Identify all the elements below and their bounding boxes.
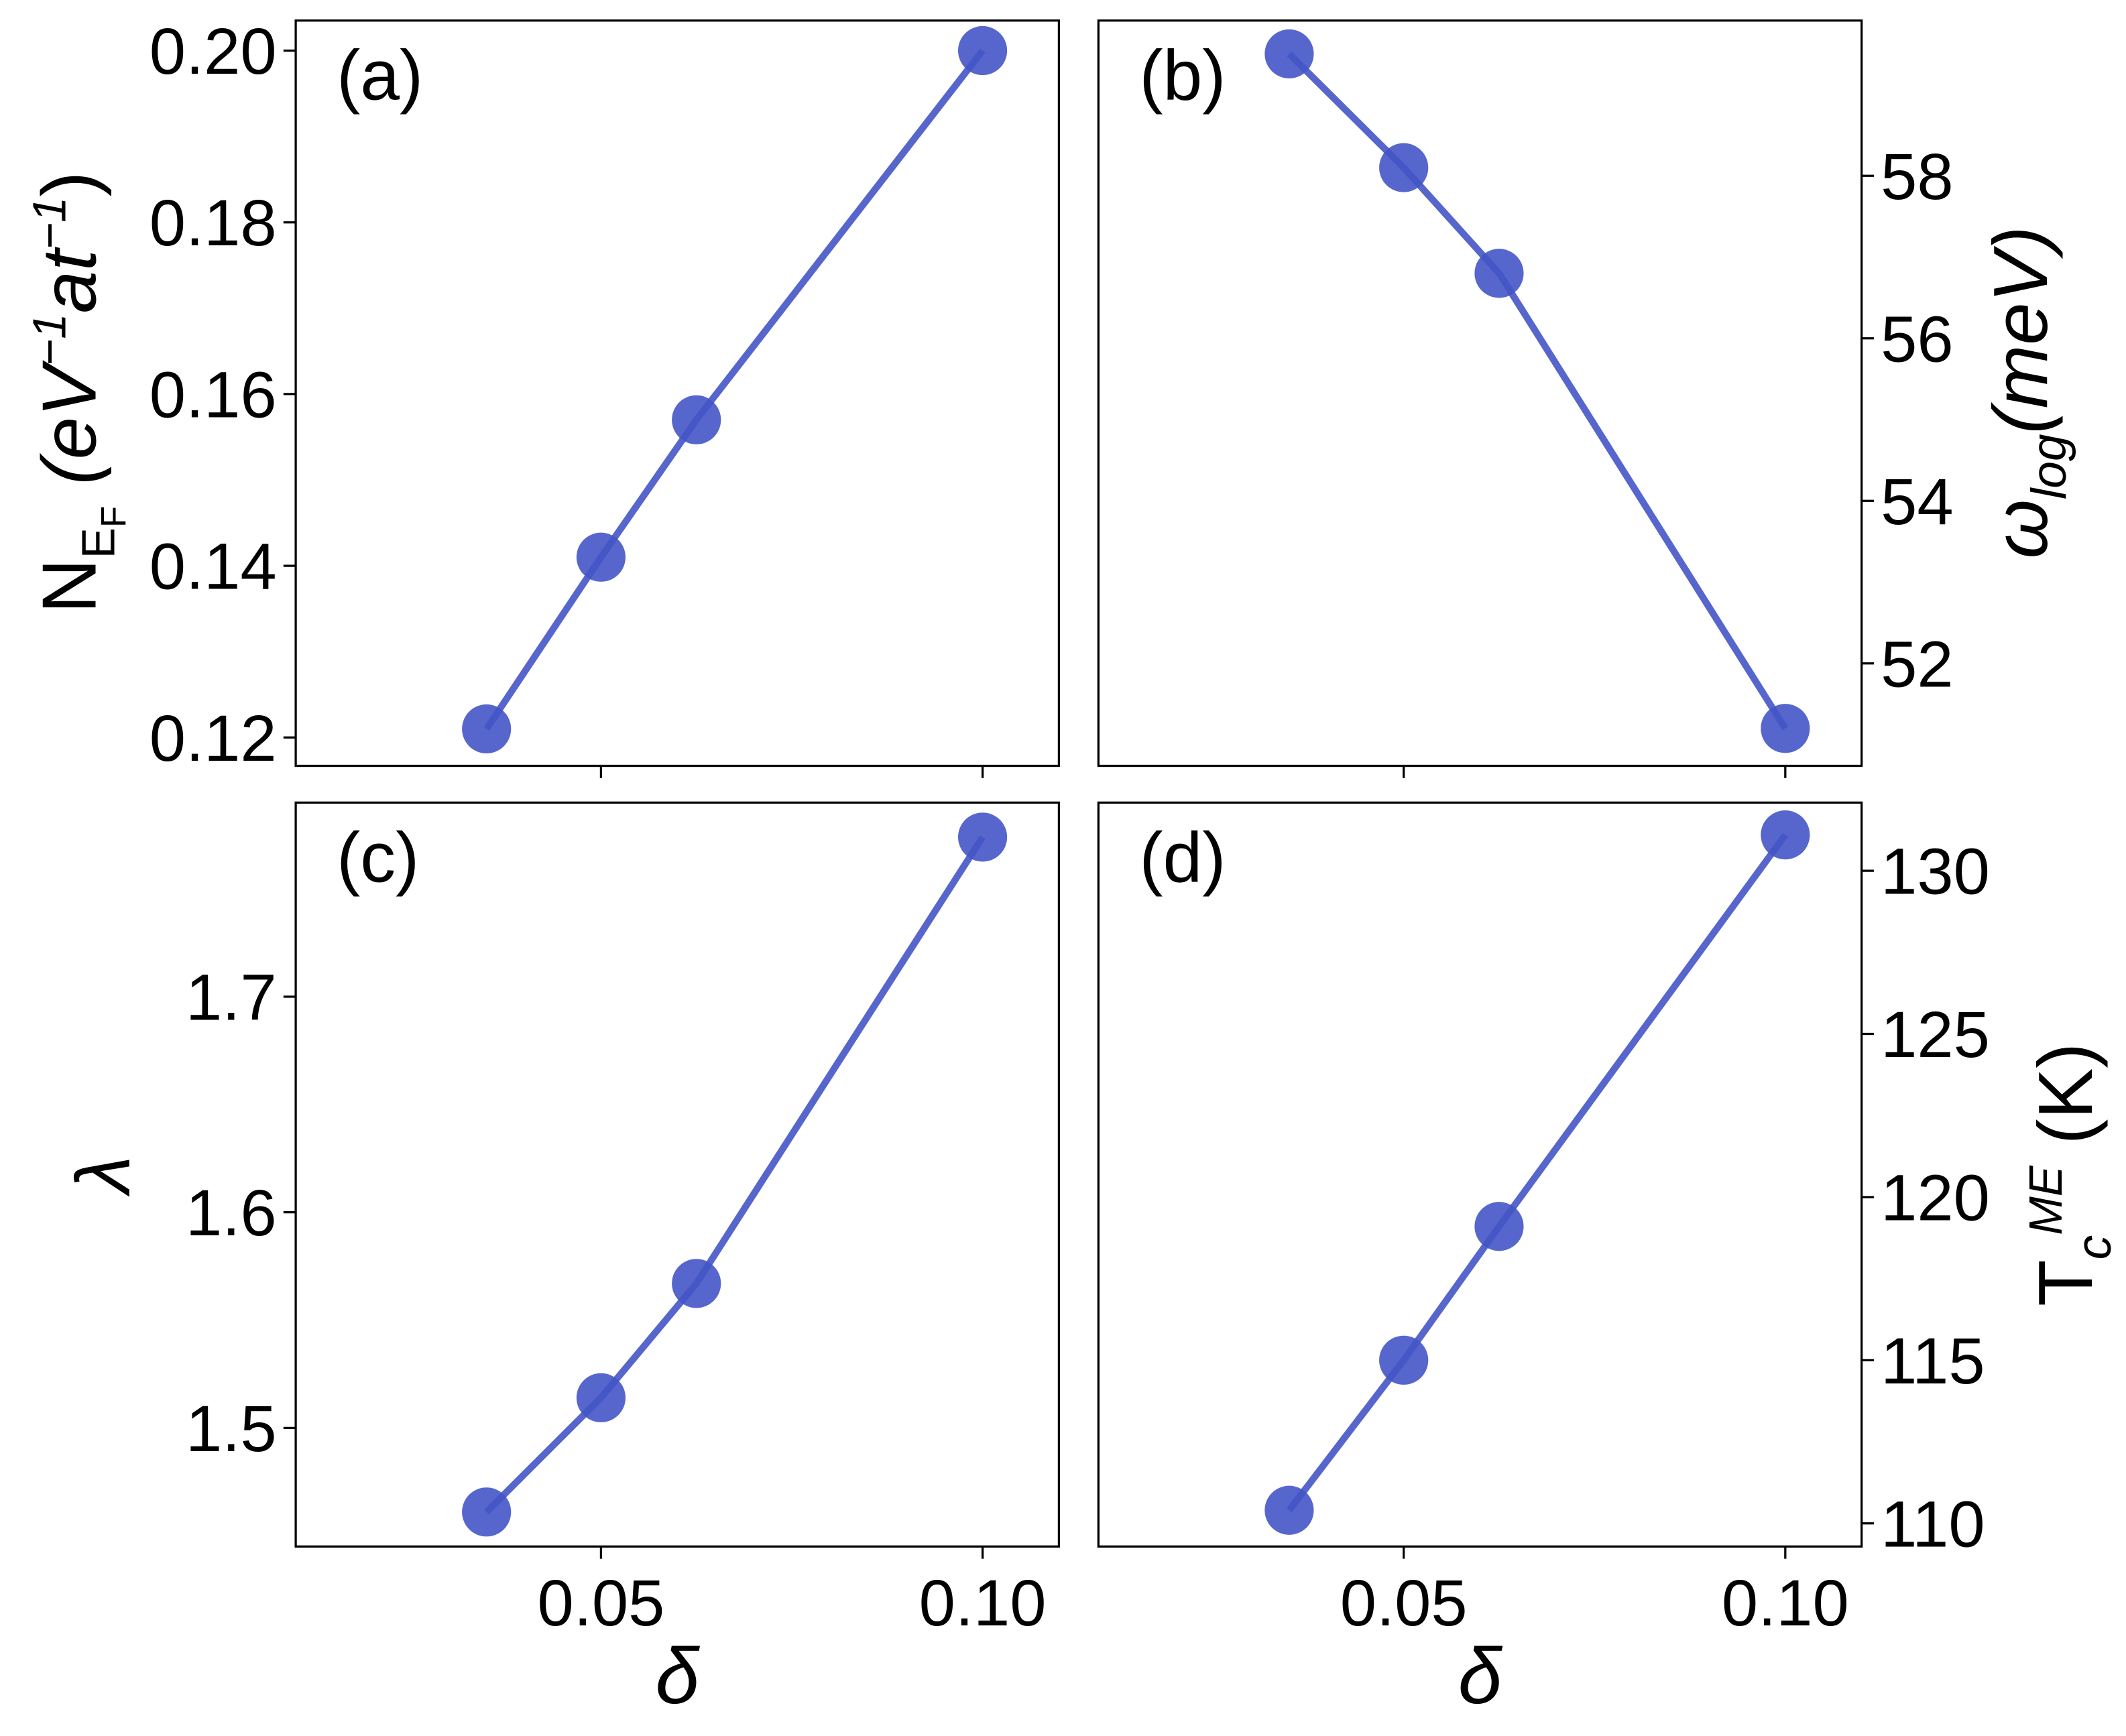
data-point bbox=[957, 812, 1008, 862]
y-tick-label: 1.5 bbox=[186, 1392, 277, 1465]
y-tick-label: 54 bbox=[1881, 465, 1954, 538]
y-label-part: λ bbox=[61, 1156, 146, 1197]
y-label-part: ω bbox=[1979, 499, 2064, 559]
x-tick-label: 0.10 bbox=[1722, 1566, 1849, 1639]
y-axis-label: TcME (K) bbox=[2019, 1043, 2121, 1306]
y-tick-label: 0.16 bbox=[150, 358, 277, 431]
data-point bbox=[1474, 249, 1524, 298]
panel: 0.05 0.10 110 115 120 125 130 (d) δ TcME (K) bbox=[1097, 801, 2122, 1720]
data-point bbox=[1379, 143, 1429, 192]
y-label-part: c bbox=[2067, 1235, 2122, 1260]
y-tick-label: 0.14 bbox=[150, 530, 277, 603]
y-label-part: ) bbox=[27, 172, 112, 197]
data-point bbox=[957, 25, 1008, 76]
y-tick-label: 115 bbox=[1881, 1324, 1985, 1398]
data-point bbox=[576, 532, 626, 582]
y-tick-label: 125 bbox=[1881, 998, 1990, 1071]
x-tick-label: 0.10 bbox=[919, 1566, 1047, 1639]
data-point bbox=[1264, 29, 1314, 78]
x-axis-label: δ bbox=[1458, 1631, 1503, 1720]
y-label-part: −1 bbox=[23, 313, 76, 366]
y-label-part: T bbox=[2023, 1259, 2109, 1306]
x-tick-label: 0.05 bbox=[537, 1566, 664, 1639]
y-label-part: F bbox=[94, 506, 133, 528]
data-line bbox=[483, 48, 986, 731]
y-tick-label: 1.6 bbox=[186, 1176, 277, 1249]
plot-frame bbox=[1097, 801, 1863, 1548]
y-tick-label: 0.18 bbox=[150, 186, 277, 259]
y-label-part: (K) bbox=[2023, 1043, 2109, 1166]
x-axis-label: δ bbox=[655, 1631, 700, 1720]
data-point bbox=[1379, 1335, 1429, 1385]
y-tick-label: 1.7 bbox=[186, 961, 277, 1034]
data-point bbox=[462, 704, 512, 754]
y-axis-label: NEF (eV−1at−1) bbox=[23, 172, 133, 614]
data-line bbox=[484, 835, 986, 1515]
panel-label: (b) bbox=[1139, 36, 1226, 115]
y-label-part: ME bbox=[2019, 1165, 2072, 1235]
data-line bbox=[1286, 832, 1788, 1513]
plot-frame bbox=[1097, 19, 1863, 767]
y-tick-label: 110 bbox=[1881, 1487, 1985, 1560]
data-point bbox=[1761, 704, 1810, 753]
y-axis-label: ωlog(meV) bbox=[1979, 227, 2076, 559]
data-point bbox=[1761, 810, 1810, 860]
y-label-part: (eV bbox=[27, 360, 112, 506]
y-tick-label: 56 bbox=[1881, 302, 1954, 375]
data-point bbox=[462, 1487, 512, 1537]
data-line bbox=[1287, 51, 1789, 731]
y-tick-label: 52 bbox=[1881, 627, 1954, 700]
y-tick-label: 130 bbox=[1881, 835, 1990, 908]
y-label-part: (meV) bbox=[1979, 227, 2064, 434]
plot-frame bbox=[294, 801, 1061, 1548]
y-axis-label: λ bbox=[61, 1156, 146, 1197]
data-point bbox=[672, 395, 721, 444]
y-label-part: log bbox=[2022, 434, 2077, 499]
y-label-part: at bbox=[27, 247, 112, 313]
y-tick-label: 0.12 bbox=[150, 702, 277, 775]
data-point bbox=[672, 1259, 721, 1308]
panel: 52 54 56 58 (b) ωlog(meV) bbox=[1097, 19, 2077, 778]
panel: 0.05 0.10 1.5 1.6 1.7 (c) δ λ bbox=[61, 801, 1061, 1720]
data-point bbox=[1474, 1202, 1524, 1251]
data-point bbox=[576, 1373, 626, 1422]
panel-label: (a) bbox=[337, 36, 423, 115]
y-label-part: −1 bbox=[23, 197, 76, 250]
data-point bbox=[1264, 1485, 1314, 1535]
y-label-part: E bbox=[72, 528, 125, 558]
panel-label: (d) bbox=[1139, 818, 1226, 897]
y-tick-label: 0.20 bbox=[150, 15, 277, 88]
panel: 0.120.140.160.180.20 (a)NEF (eV−1at−1) bbox=[23, 15, 1061, 778]
y-tick-label: 58 bbox=[1881, 140, 1954, 213]
y-label-part: N bbox=[27, 558, 112, 613]
plot-frame bbox=[294, 19, 1061, 767]
panel-label: (c) bbox=[337, 818, 419, 897]
x-tick-label: 0.05 bbox=[1340, 1566, 1468, 1639]
y-tick-label: 120 bbox=[1881, 1161, 1990, 1234]
